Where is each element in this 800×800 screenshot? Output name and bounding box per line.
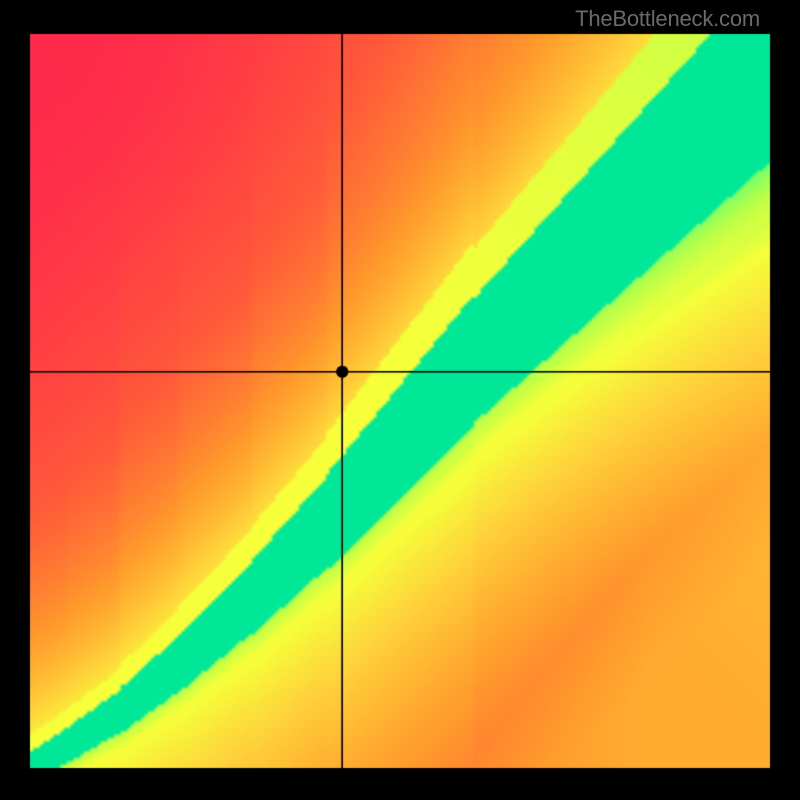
watermark-text: TheBottleneck.com: [575, 6, 760, 32]
bottleneck-heatmap: [0, 0, 800, 800]
